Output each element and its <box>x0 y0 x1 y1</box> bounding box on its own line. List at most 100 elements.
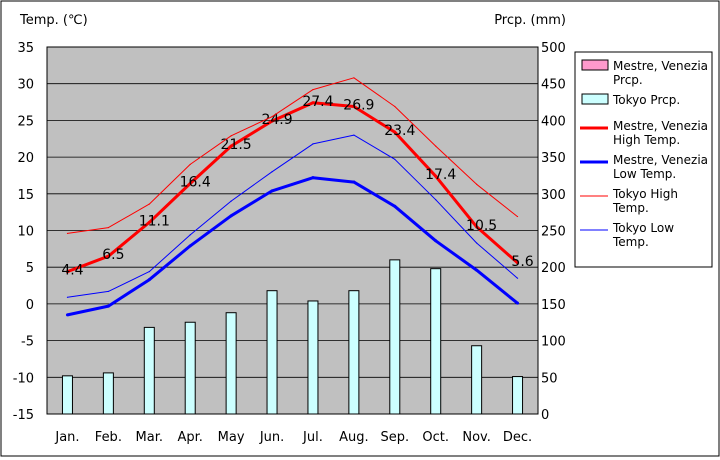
series-point <box>148 271 150 273</box>
left-tick-label: -15 <box>13 408 34 423</box>
left-tick-label: -10 <box>13 371 34 386</box>
precip-bar <box>512 376 524 415</box>
series-point <box>312 88 314 91</box>
series-line <box>67 134 518 298</box>
series-point <box>353 77 355 79</box>
series-point <box>394 105 396 108</box>
series-point <box>189 234 191 236</box>
series-point <box>147 220 151 224</box>
precip-bar <box>225 312 237 415</box>
x-tick-label: Jun. <box>259 430 284 445</box>
data-label: 24.9 <box>261 112 292 128</box>
legend-label: Tokyo High <box>612 187 678 201</box>
series-point <box>65 270 69 274</box>
precip-bar <box>430 268 442 415</box>
data-label: 17.4 <box>425 167 456 183</box>
series-point <box>106 304 110 308</box>
series-point <box>393 130 397 134</box>
series-point <box>516 277 519 279</box>
left-tick-label: 10 <box>17 225 34 240</box>
data-label: 23.4 <box>384 123 415 139</box>
data-label: 6.5 <box>102 247 124 263</box>
series-point <box>230 200 232 202</box>
series-point <box>434 174 438 178</box>
x-tick-label: Jan. <box>54 430 79 445</box>
x-tick-label: Feb. <box>95 430 122 445</box>
x-tick-label: Jul. <box>302 430 323 445</box>
series-point <box>147 278 151 282</box>
series-point <box>475 225 479 229</box>
data-label: 27.4 <box>302 94 333 110</box>
series-line <box>66 101 519 274</box>
series-point <box>270 189 274 193</box>
legend-label: Mestre, Venezia <box>613 119 708 133</box>
right-tick-label: 450 <box>541 78 566 93</box>
series-point <box>435 199 437 201</box>
series-point <box>66 296 69 298</box>
series-point <box>65 313 69 317</box>
legend-label: Tokyo Low <box>612 221 674 235</box>
left-axis-label: Temp. (℃) <box>19 13 88 28</box>
x-tick-label: Dec. <box>503 430 532 445</box>
left-tick-label: 5 <box>26 261 34 276</box>
legend-label: Low Temp. <box>613 167 676 181</box>
x-tick-label: Mar. <box>136 430 163 445</box>
left-tick-label: -5 <box>21 335 34 350</box>
precip-bar <box>102 372 114 415</box>
series-point <box>312 143 314 145</box>
series-point <box>352 180 356 184</box>
x-tick-label: Oct. <box>422 430 449 445</box>
right-tick-label: 100 <box>541 335 566 350</box>
precip-bar <box>389 259 401 415</box>
legend-label: Temp. <box>612 235 649 249</box>
precip-bar <box>307 300 319 415</box>
series-point <box>516 261 520 265</box>
series-point <box>393 204 397 208</box>
series-line <box>67 77 518 234</box>
left-tick-label: 25 <box>17 114 34 129</box>
series-point <box>270 119 274 123</box>
legend-box <box>574 51 713 268</box>
series-point <box>434 239 438 243</box>
series-point <box>311 176 315 180</box>
data-label: 26.9 <box>343 97 374 113</box>
series-point <box>475 268 479 272</box>
left-tick-label: 35 <box>17 41 34 56</box>
series-point <box>107 290 109 293</box>
data-label: 10.5 <box>466 218 497 234</box>
data-label: 4.4 <box>61 263 83 279</box>
series-point <box>476 242 478 244</box>
series-point <box>271 171 273 173</box>
right-tick-label: 50 <box>541 371 558 386</box>
legend-label: High Temp. <box>613 133 680 147</box>
series-point <box>188 244 192 248</box>
data-label: 5.6 <box>511 254 533 270</box>
x-tick-label: May <box>218 430 245 445</box>
right-tick-label: 300 <box>541 188 566 203</box>
precip-bar <box>348 290 360 415</box>
series-point <box>188 182 192 186</box>
x-tick-label: Aug. <box>339 430 369 445</box>
series-point <box>476 183 478 185</box>
right-tick-label: 500 <box>541 41 566 56</box>
left-tick-label: 20 <box>17 151 34 166</box>
series-point <box>516 215 519 218</box>
legend-label: Mestre, Venezia <box>613 153 708 167</box>
series-point <box>352 104 356 108</box>
series-point <box>516 301 520 305</box>
series-point <box>229 214 233 218</box>
series-point <box>394 158 396 160</box>
series-point <box>107 226 109 229</box>
series-point <box>189 163 191 166</box>
precip-bar <box>184 321 196 415</box>
series-point <box>435 145 437 147</box>
series-point <box>311 101 315 105</box>
legend-swatch <box>581 59 609 71</box>
series-point <box>353 134 355 136</box>
series-point <box>148 203 150 205</box>
right-tick-label: 0 <box>541 408 549 423</box>
left-tick-label: 30 <box>17 78 34 93</box>
precip-bar <box>61 375 73 415</box>
